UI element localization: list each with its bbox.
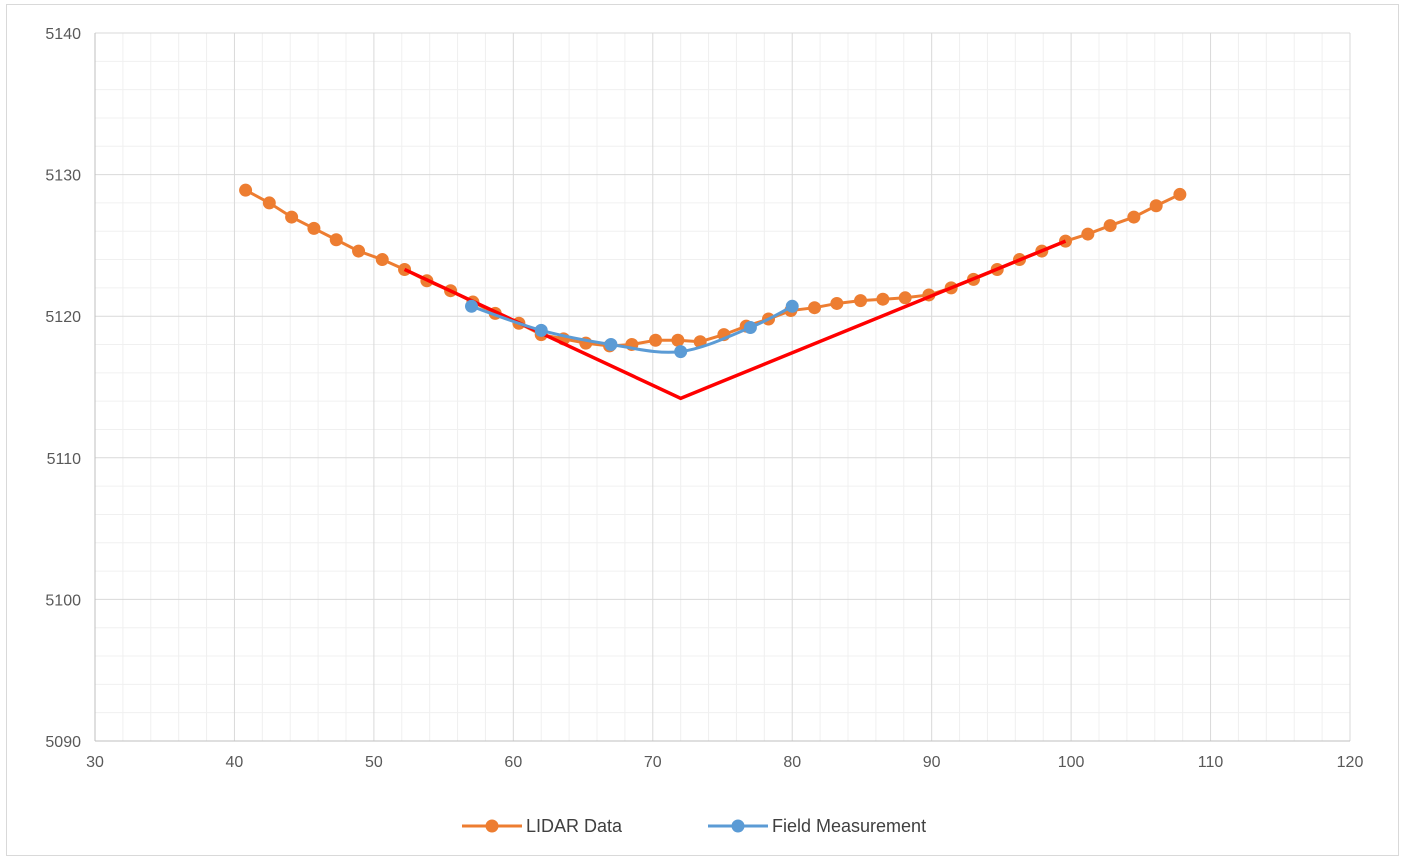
data-point-lidar-data — [649, 334, 662, 347]
x-tick-label: 30 — [86, 754, 104, 771]
legend-label-field-measurement: Field Measurement — [772, 816, 926, 836]
x-tick-label: 40 — [226, 754, 244, 771]
y-tick-label: 5120 — [45, 309, 81, 326]
x-tick-label: 120 — [1337, 754, 1364, 771]
data-point-lidar-data — [899, 291, 912, 304]
data-point-lidar-data — [285, 211, 298, 224]
y-tick-label: 5130 — [45, 168, 81, 185]
data-point-lidar-data — [1081, 228, 1094, 241]
series-field-measurement — [465, 300, 799, 358]
x-tick-label: 110 — [1198, 754, 1224, 771]
legend-swatch-marker — [486, 820, 499, 833]
series-polyline — [405, 241, 1066, 398]
data-point-lidar-data — [808, 301, 821, 314]
y-tick-label: 5100 — [45, 592, 81, 609]
data-point-lidar-data — [1127, 211, 1140, 224]
x-tick-label: 80 — [783, 754, 801, 771]
legend-layer: LIDAR Data Field Measurement — [462, 816, 926, 836]
data-point-lidar-data — [330, 233, 343, 246]
data-point-lidar-data — [671, 334, 684, 347]
legend-item-lidar-data: LIDAR Data — [462, 816, 623, 836]
y-tick-label: 5140 — [45, 26, 81, 43]
x-tick-label: 100 — [1058, 754, 1085, 771]
x-tick-label: 90 — [923, 754, 941, 771]
data-point-field-measurement — [744, 321, 757, 334]
data-point-lidar-data — [352, 245, 365, 258]
y-tick-label: 5110 — [47, 451, 82, 468]
data-point-lidar-data — [1173, 188, 1186, 201]
data-point-lidar-data — [239, 184, 252, 197]
data-point-field-measurement — [604, 338, 617, 351]
data-point-lidar-data — [1150, 199, 1163, 212]
data-point-lidar-data — [307, 222, 320, 235]
data-point-lidar-data — [876, 293, 889, 306]
data-point-lidar-data — [376, 253, 389, 266]
grid-layer — [95, 33, 1350, 741]
data-point-lidar-data — [1104, 219, 1117, 232]
series-lidar-data — [239, 184, 1186, 353]
y-tick-label: 5090 — [45, 734, 81, 751]
series-line-lidar-data — [246, 190, 1180, 346]
data-point-lidar-data — [263, 196, 276, 209]
series-line-polyline — [405, 241, 1066, 398]
data-point-field-measurement — [535, 324, 548, 337]
x-tick-label: 50 — [365, 754, 383, 771]
legend-item-field-measurement: Field Measurement — [708, 816, 926, 836]
series-layer — [239, 184, 1186, 399]
legend-label-lidar-data: LIDAR Data — [526, 816, 623, 836]
data-point-field-measurement — [674, 345, 687, 358]
legend-swatch-marker — [732, 820, 745, 833]
axis-layer: 30 40 50 60 70 80 90 100 110 120 5090 5100 5110 5120 5… — [45, 26, 1363, 771]
x-tick-label: 60 — [504, 754, 522, 771]
data-point-lidar-data — [854, 294, 867, 307]
data-point-field-measurement — [786, 300, 799, 313]
data-point-lidar-data — [830, 297, 843, 310]
x-tick-label: 70 — [644, 754, 662, 771]
data-point-field-measurement — [465, 300, 478, 313]
